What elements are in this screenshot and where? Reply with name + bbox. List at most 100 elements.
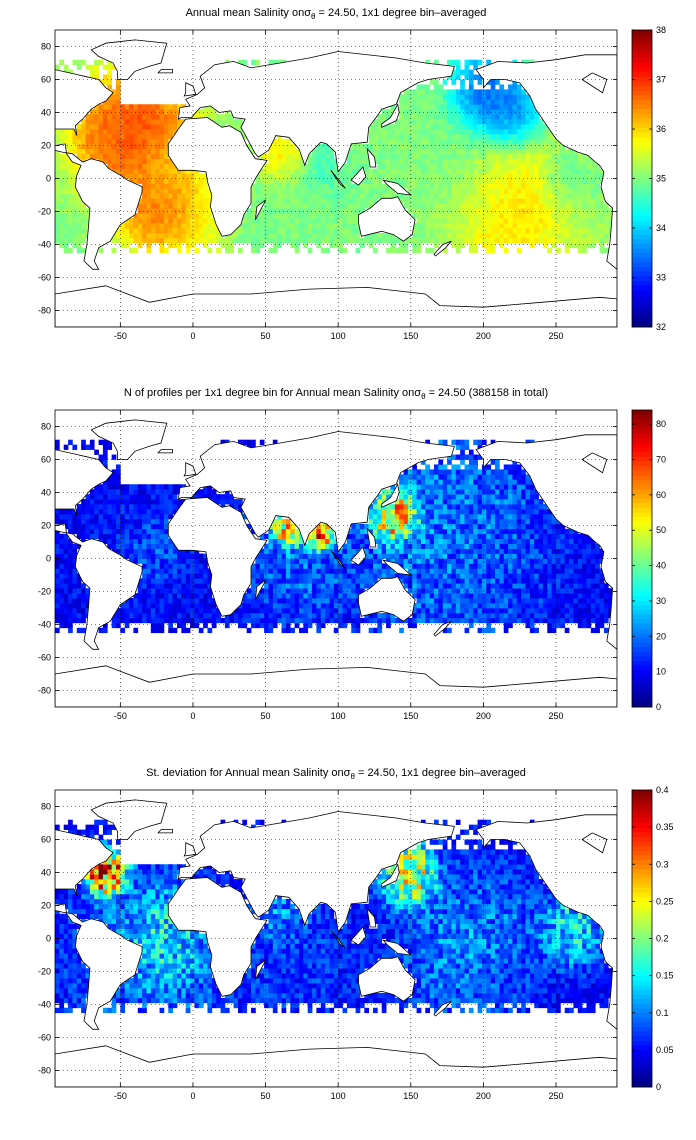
heatmap-cell (251, 622, 256, 629)
heatmap-cell (434, 518, 439, 525)
heatmap-cell (120, 528, 126, 535)
heatmap-cell (185, 203, 191, 209)
heatmap-cell (142, 148, 147, 155)
heatmap-cell (107, 129, 112, 135)
heatmap-cell (220, 237, 226, 244)
heatmap-cell (359, 143, 365, 150)
heatmap-cell (420, 528, 426, 535)
heatmap-cell (316, 163, 322, 169)
colorbar-swatch (632, 252, 652, 258)
heatmap-cell (115, 523, 121, 530)
heatmap-cell (89, 109, 95, 115)
heatmap-cell (312, 168, 317, 174)
heatmap-cell (386, 129, 391, 135)
heatmap-cell (342, 568, 348, 574)
heatmap-cell (172, 612, 178, 619)
heatmap-cell (355, 603, 361, 609)
heatmap-cell (499, 163, 505, 169)
heatmap-cell (146, 129, 152, 135)
heatmap-cell (316, 622, 322, 629)
heatmap-cell (394, 558, 400, 564)
heatmap-cell (181, 203, 187, 209)
heatmap-cell (290, 612, 295, 619)
heatmap-cell (355, 153, 361, 160)
heatmap-cell (451, 218, 457, 224)
heatmap-cell (115, 133, 121, 140)
heatmap-cell (447, 129, 452, 135)
heatmap-cell (364, 568, 370, 574)
heatmap-cell (63, 548, 69, 554)
heatmap-cell (146, 494, 152, 500)
heatmap-cell (381, 568, 387, 574)
heatmap-cell (455, 464, 461, 470)
heatmap-cell (525, 114, 531, 120)
heatmap-cell (281, 538, 287, 544)
heatmap-cell (416, 553, 422, 559)
heatmap-cell (521, 193, 526, 199)
heatmap-cell (298, 208, 304, 214)
heatmap-cell (438, 464, 444, 470)
heatmap-cell (329, 153, 335, 160)
heatmap-cell (512, 148, 518, 155)
heatmap-cell (438, 612, 444, 619)
heatmap-cell (529, 143, 535, 150)
heatmap-cell (85, 499, 91, 505)
heatmap-cell (163, 538, 169, 544)
heatmap-cell (556, 163, 561, 169)
heatmap-cell (264, 183, 269, 189)
heatmap-cell (429, 509, 435, 515)
heatmap-cell (172, 573, 178, 579)
heatmap-cell (251, 528, 256, 535)
heatmap-cell (451, 193, 457, 199)
heatmap-cell (159, 627, 165, 634)
heatmap-cell (163, 612, 169, 619)
heatmap-cell (373, 148, 378, 155)
heatmap-cell (155, 223, 160, 229)
heatmap-cell (529, 213, 535, 219)
heatmap-cell (94, 494, 99, 500)
heatmap-cell (468, 109, 474, 115)
heatmap-cell (146, 543, 152, 549)
heatmap-cell (325, 543, 330, 549)
heatmap-cell (159, 509, 165, 515)
heatmap-cell (198, 178, 204, 184)
heatmap-cell (373, 119, 378, 125)
heatmap-cell (150, 237, 156, 244)
heatmap-cell (120, 538, 126, 544)
heatmap-cell (560, 237, 566, 244)
heatmap-cell (490, 203, 496, 209)
heatmap-cell (207, 603, 213, 609)
heatmap-cell (281, 193, 287, 199)
heatmap-cell (285, 573, 291, 579)
heatmap-cell (264, 617, 269, 624)
heatmap-cell (468, 247, 474, 254)
heatmap-cell (434, 59, 439, 65)
heatmap-cell (115, 143, 121, 150)
heatmap-cell (403, 548, 409, 554)
heatmap-cell (451, 474, 457, 480)
heatmap-cell (120, 109, 126, 115)
heatmap-cell (333, 173, 339, 179)
heatmap-cell (316, 538, 322, 544)
heatmap-cell (94, 489, 99, 495)
heatmap-cell (163, 528, 169, 535)
heatmap-cell (159, 193, 165, 199)
heatmap-cell (447, 153, 452, 160)
heatmap-cell (142, 484, 147, 490)
heatmap-cell (63, 573, 69, 579)
heatmap-cell (403, 138, 409, 145)
heatmap-cell (529, 183, 535, 189)
heatmap-cell (277, 538, 282, 544)
heatmap-cell (377, 163, 383, 169)
heatmap-cell (551, 198, 557, 204)
heatmap-cell (464, 109, 470, 115)
heatmap-cell (442, 528, 448, 535)
heatmap-cell (412, 474, 417, 480)
heatmap-cell (194, 208, 200, 214)
heatmap-cell (455, 568, 461, 574)
heatmap-cell (595, 218, 600, 224)
heatmap-cell (394, 509, 400, 515)
heatmap-cell (416, 513, 422, 520)
heatmap-cell (115, 528, 121, 535)
heatmap-cell (207, 583, 213, 589)
